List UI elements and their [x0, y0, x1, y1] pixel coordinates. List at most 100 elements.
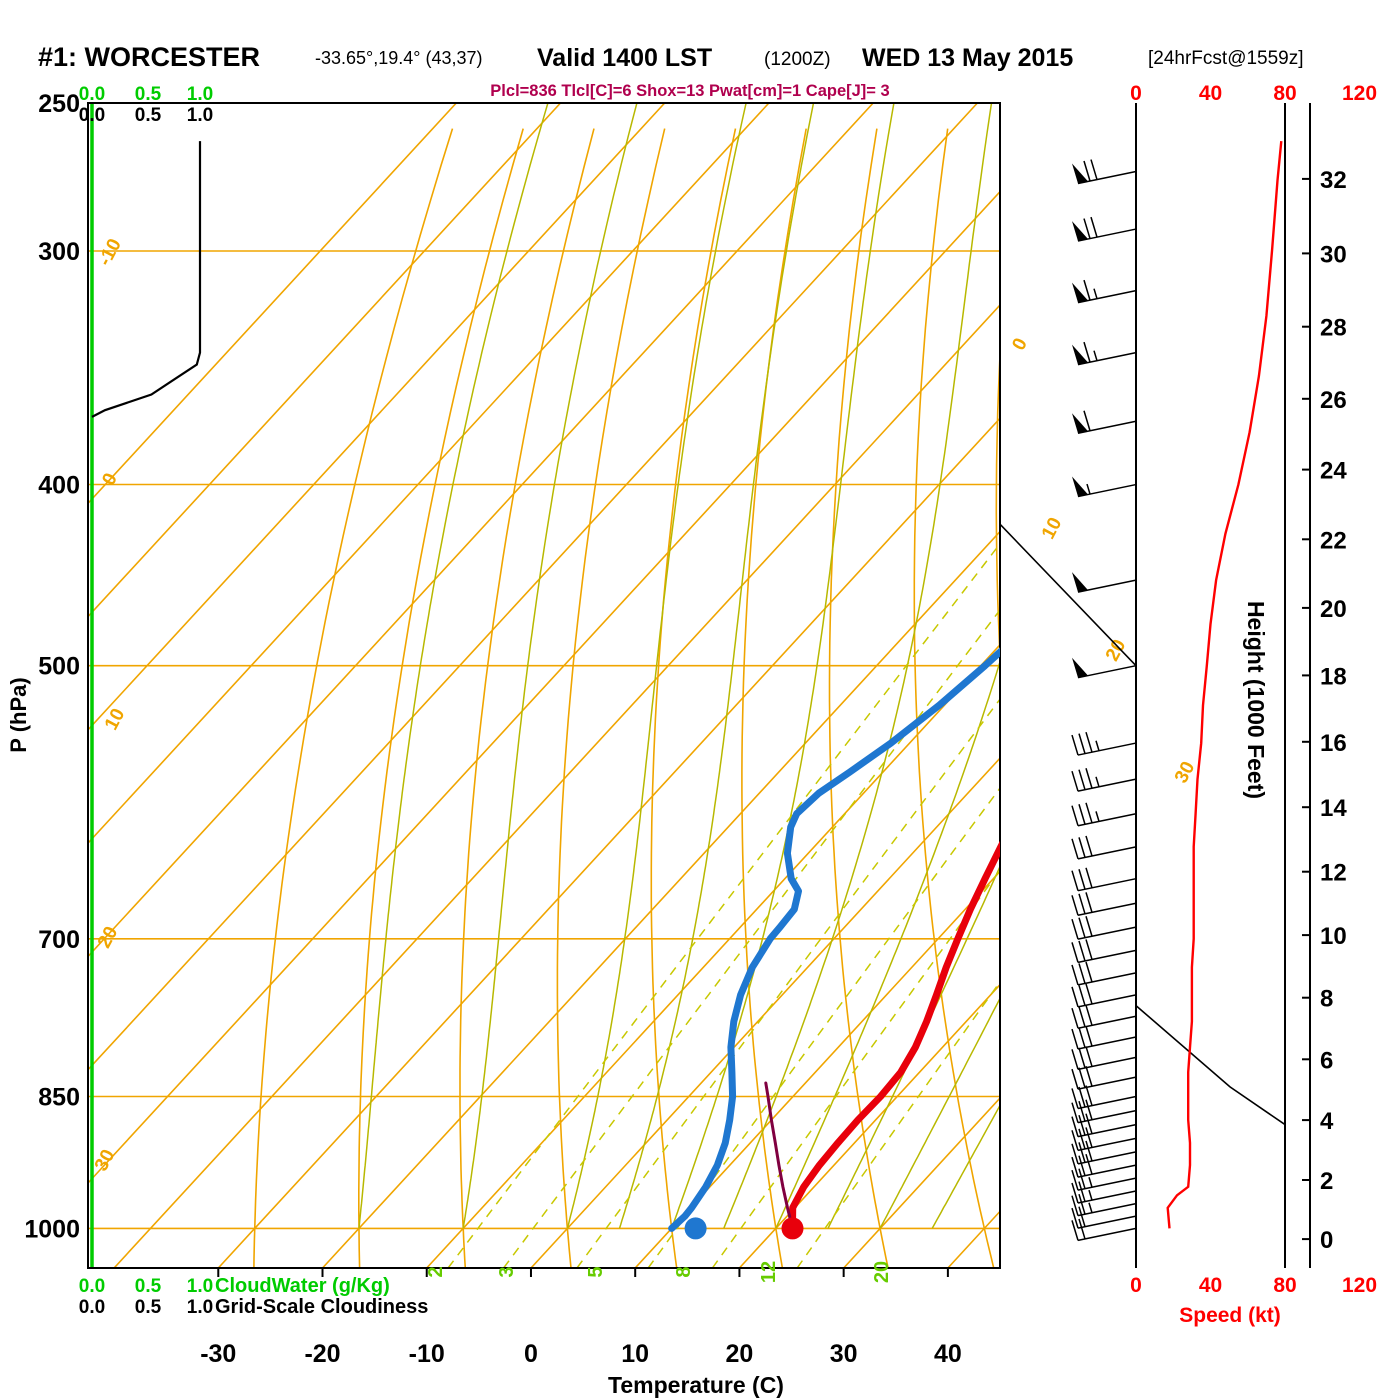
- wind-barb: [1071, 1168, 1137, 1191]
- sounding-stats: Plcl=836 Tlcl[C]=6 Shox=13 Pwat[cm]=1 Ca…: [490, 82, 889, 100]
- mixing-ratio-label: 20: [871, 1261, 893, 1283]
- wind-barb: [1071, 892, 1137, 917]
- pressure-tick-label: 400: [38, 472, 80, 500]
- moist-adiabat-5: [618, 103, 815, 1229]
- wind-barb: [1072, 657, 1137, 679]
- cloudwater-tick-top: 0.5: [135, 84, 162, 105]
- speed-tick-bottom: 0: [1130, 1274, 1142, 1297]
- wind-barb: [1071, 1153, 1137, 1178]
- trace-parcel: [764, 1081, 794, 1230]
- speed-tick-top: 40: [1199, 82, 1222, 105]
- wind-barb: [1071, 961, 1137, 986]
- wind-barb: [1071, 1046, 1137, 1071]
- cloudiness-tick-bottom: 0.0: [79, 1297, 105, 1318]
- dry-adiabat--30: [253, 128, 454, 1268]
- height-tick-label: 2: [1320, 1168, 1333, 1195]
- cloudiness-axis-label: Grid-Scale Cloudiness: [215, 1296, 428, 1318]
- wind-barb: [1071, 835, 1137, 860]
- dry-adiabat-labels: -10 0 10 20 30 0 10 20 30: [91, 235, 1199, 1174]
- isotherm--80: [88, 103, 770, 845]
- height-tick-label: 26: [1320, 387, 1347, 414]
- wind-barb: [1072, 410, 1137, 434]
- wind-speed-profile: [1166, 140, 1283, 1229]
- isotherm--110: [88, 103, 457, 505]
- speed-tick-top: 120: [1342, 82, 1377, 105]
- wind-barb: [1071, 1005, 1137, 1029]
- dry-adiabat-0: [556, 128, 666, 1268]
- wind-barb: [1071, 1181, 1137, 1204]
- cloudwater-axis-label: CloudWater (g/Kg): [215, 1275, 390, 1297]
- cloudiness-tick-top: 0.0: [79, 105, 105, 126]
- pressure-tick-label: 300: [38, 238, 80, 266]
- cloudiness-profile: [91, 141, 202, 418]
- height-tick-label: 8: [1320, 986, 1333, 1013]
- wind-barb: [1071, 768, 1137, 792]
- wind-barb: [1071, 1140, 1137, 1165]
- mixing-ratio-3: [502, 608, 1000, 1268]
- cloudiness-tick-bottom: 0.5: [135, 1297, 162, 1318]
- dry-adiabat--20: [357, 128, 524, 1268]
- mixing-ratio-8: [647, 786, 1000, 1268]
- moist-adiabat-lines: [358, 103, 1000, 1229]
- wind-barb: [1071, 1085, 1137, 1110]
- mixing-ratio-lines: [447, 542, 1000, 1268]
- isotherm--50: [88, 190, 1000, 1185]
- wind-barb: [1071, 1218, 1137, 1242]
- speed-tick-bottom: 120: [1342, 1274, 1377, 1297]
- temperature-tick-label: 10: [621, 1340, 649, 1368]
- moist-adiabat-0: [566, 103, 747, 1229]
- dry-adiabat-label: 20: [1102, 636, 1130, 665]
- temperature-tick-label: 0: [524, 1340, 538, 1368]
- height-tick-label: 24: [1320, 458, 1347, 485]
- wind-barb: [1071, 1025, 1137, 1050]
- mixing-ratio-2: [447, 542, 1000, 1268]
- isotherm-lines: [88, 103, 1000, 1268]
- wind-barb: [1072, 341, 1137, 366]
- moist-adiabat-15: [723, 103, 993, 1229]
- cloudwater-tick-bottom: 0.5: [135, 1276, 162, 1297]
- mixing-ratio-label: 8: [673, 1266, 695, 1277]
- dry-adiabat-100: [1372, 129, 1400, 1268]
- height-tick-label: 32: [1320, 167, 1347, 194]
- forecast-stamp: [24hrFcst@1559z]: [1148, 48, 1304, 69]
- height-tick-label: 12: [1320, 860, 1347, 887]
- isotherm-30: [843, 1096, 1000, 1268]
- mixing-ratio-label: 3: [496, 1266, 518, 1277]
- trace-temperature: [789, 840, 1000, 1232]
- mixing-ratio-label: 12: [758, 1261, 780, 1283]
- isotherm--70: [88, 103, 874, 958]
- dry-adiabat-label: 30: [1171, 758, 1199, 787]
- moist-adiabat-20: [775, 659, 1000, 1229]
- dry-adiabat-label: 10: [1038, 514, 1066, 543]
- dry-adiabat-label: 10: [101, 705, 129, 734]
- dry-adiabat-30: [828, 128, 889, 1268]
- moist-adiabat-30: [879, 996, 1000, 1229]
- temperature-axis-label: Temperature (C): [608, 1372, 784, 1398]
- cloudiness-tick-top: 1.0: [187, 105, 213, 126]
- wind-barb: [1071, 983, 1137, 1008]
- pressure-tick-label: 500: [38, 653, 80, 681]
- temperature-tick-label: -30: [200, 1340, 236, 1368]
- cloudiness-tick-top: 0.5: [135, 105, 162, 126]
- cloudiness-axis: 0.00.00.50.51.01.0 Grid-Scale Cloudiness: [79, 105, 429, 1318]
- valid-time: Valid 1400 LST: [537, 44, 712, 72]
- temperature-tick-label: -10: [409, 1340, 445, 1368]
- wind-barb: [1072, 572, 1137, 593]
- temperature-tick-label: -20: [304, 1340, 340, 1368]
- temperature-tick-label: 20: [726, 1340, 754, 1368]
- surface-dewpoint-marker: [684, 1217, 707, 1240]
- moist-adiabat--10: [462, 103, 638, 1229]
- cloudwater-tick-bottom: 0.0: [79, 1276, 105, 1297]
- height-tick-label: 16: [1320, 730, 1347, 757]
- dry-adiabat-70: [1153, 129, 1311, 1268]
- wind-barb: [1072, 476, 1137, 498]
- moist-adiabat--20: [358, 103, 549, 1229]
- isotherm--90: [88, 103, 666, 732]
- pressure-axis-label: P (hPa): [6, 677, 31, 752]
- speed-tick-bottom: 40: [1199, 1274, 1222, 1297]
- wind-barb: [1071, 916, 1137, 940]
- station-title: #1: WORCESTER: [38, 42, 260, 72]
- isotherm-10: [634, 870, 1000, 1268]
